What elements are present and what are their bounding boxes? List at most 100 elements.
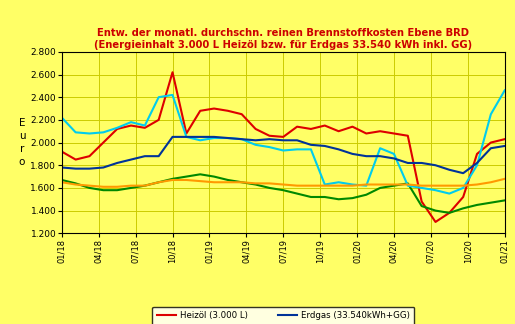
Erdgas (33.540kWh+GG) bbox=[100, 166, 107, 169]
Brikett (5,7t) bbox=[377, 183, 383, 187]
Brikett (5,7t) bbox=[280, 183, 286, 187]
Flüssiggas (4.603L) bbox=[197, 138, 203, 142]
A 1-Holzpellets (6,6t) bbox=[128, 186, 134, 190]
Flüssiggas (4.603L) bbox=[405, 184, 411, 188]
Flüssiggas (4.603L) bbox=[114, 126, 120, 130]
Heizöl (3.000 L) bbox=[87, 154, 93, 158]
Brikett (5,7t) bbox=[336, 184, 342, 188]
Brikett (5,7t) bbox=[474, 183, 480, 187]
Flüssiggas (4.603L) bbox=[363, 184, 369, 188]
Erdgas (33.540kWh+GG) bbox=[156, 154, 162, 158]
Brikett (5,7t) bbox=[433, 184, 439, 188]
Heizöl (3.000 L) bbox=[280, 135, 286, 139]
Flüssiggas (4.603L) bbox=[308, 147, 314, 151]
Heizöl (3.000 L) bbox=[266, 134, 272, 138]
Erdgas (33.540kWh+GG) bbox=[502, 144, 508, 148]
A 1-Holzpellets (6,6t) bbox=[502, 198, 508, 202]
Heizöl (3.000 L) bbox=[349, 125, 355, 129]
Erdgas (33.540kWh+GG) bbox=[377, 154, 383, 158]
A 1-Holzpellets (6,6t) bbox=[238, 180, 245, 184]
Flüssiggas (4.603L) bbox=[391, 152, 397, 156]
Brikett (5,7t) bbox=[363, 183, 369, 187]
Line: Flüssiggas (4.603L): Flüssiggas (4.603L) bbox=[62, 90, 505, 193]
A 1-Holzpellets (6,6t) bbox=[280, 188, 286, 192]
Brikett (5,7t) bbox=[308, 184, 314, 188]
Legend: Heizöl (3.000 L), A 1-Holzpellets (6,6t), Flüssiggas (4.603L), Erdgas (33.540kWh: Heizöl (3.000 L), A 1-Holzpellets (6,6t)… bbox=[152, 307, 414, 324]
Erdgas (33.540kWh+GG) bbox=[211, 135, 217, 139]
Erdgas (33.540kWh+GG) bbox=[419, 161, 425, 165]
A 1-Holzpellets (6,6t) bbox=[252, 183, 259, 187]
Erdgas (33.540kWh+GG) bbox=[294, 138, 300, 142]
A 1-Holzpellets (6,6t) bbox=[474, 203, 480, 207]
Brikett (5,7t) bbox=[142, 184, 148, 188]
Erdgas (33.540kWh+GG) bbox=[349, 152, 355, 156]
Erdgas (33.540kWh+GG) bbox=[183, 135, 190, 139]
Flüssiggas (4.603L) bbox=[336, 180, 342, 184]
Brikett (5,7t) bbox=[460, 184, 466, 188]
Flüssiggas (4.603L) bbox=[377, 146, 383, 150]
Heizöl (3.000 L) bbox=[59, 150, 65, 154]
Heizöl (3.000 L) bbox=[446, 211, 452, 215]
Heizöl (3.000 L) bbox=[183, 132, 190, 135]
Brikett (5,7t) bbox=[488, 180, 494, 184]
Y-axis label: E
u
r
o: E u r o bbox=[19, 118, 25, 168]
Brikett (5,7t) bbox=[322, 184, 328, 188]
Erdgas (33.540kWh+GG) bbox=[322, 144, 328, 148]
Heizöl (3.000 L) bbox=[502, 137, 508, 141]
A 1-Holzpellets (6,6t) bbox=[73, 181, 79, 185]
Brikett (5,7t) bbox=[502, 177, 508, 181]
Heizöl (3.000 L) bbox=[474, 152, 480, 156]
Heizöl (3.000 L) bbox=[419, 200, 425, 203]
Flüssiggas (4.603L) bbox=[169, 93, 176, 97]
A 1-Holzpellets (6,6t) bbox=[322, 195, 328, 199]
Erdgas (33.540kWh+GG) bbox=[433, 163, 439, 167]
Erdgas (33.540kWh+GG) bbox=[405, 161, 411, 165]
Brikett (5,7t) bbox=[87, 184, 93, 188]
Flüssiggas (4.603L) bbox=[349, 183, 355, 187]
Heizöl (3.000 L) bbox=[225, 109, 231, 113]
Flüssiggas (4.603L) bbox=[73, 131, 79, 134]
A 1-Holzpellets (6,6t) bbox=[377, 186, 383, 190]
Heizöl (3.000 L) bbox=[169, 70, 176, 74]
Erdgas (33.540kWh+GG) bbox=[238, 137, 245, 141]
Line: Erdgas (33.540kWh+GG): Erdgas (33.540kWh+GG) bbox=[62, 137, 505, 173]
Heizöl (3.000 L) bbox=[252, 127, 259, 131]
Flüssiggas (4.603L) bbox=[59, 116, 65, 120]
A 1-Holzpellets (6,6t) bbox=[488, 201, 494, 205]
Erdgas (33.540kWh+GG) bbox=[363, 154, 369, 158]
Line: A 1-Holzpellets (6,6t): A 1-Holzpellets (6,6t) bbox=[62, 174, 505, 213]
Erdgas (33.540kWh+GG) bbox=[391, 156, 397, 160]
A 1-Holzpellets (6,6t) bbox=[363, 193, 369, 197]
Flüssiggas (4.603L) bbox=[433, 188, 439, 192]
A 1-Holzpellets (6,6t) bbox=[405, 181, 411, 185]
A 1-Holzpellets (6,6t) bbox=[460, 206, 466, 210]
A 1-Holzpellets (6,6t) bbox=[211, 175, 217, 179]
A 1-Holzpellets (6,6t) bbox=[114, 188, 120, 192]
Line: Brikett (5,7t): Brikett (5,7t) bbox=[62, 179, 505, 187]
Erdgas (33.540kWh+GG) bbox=[280, 138, 286, 142]
Heizöl (3.000 L) bbox=[142, 126, 148, 130]
Flüssiggas (4.603L) bbox=[322, 183, 328, 187]
Heizöl (3.000 L) bbox=[73, 158, 79, 162]
Brikett (5,7t) bbox=[349, 184, 355, 188]
Heizöl (3.000 L) bbox=[363, 132, 369, 135]
Flüssiggas (4.603L) bbox=[183, 135, 190, 139]
Erdgas (33.540kWh+GG) bbox=[488, 146, 494, 150]
A 1-Holzpellets (6,6t) bbox=[294, 191, 300, 195]
A 1-Holzpellets (6,6t) bbox=[87, 186, 93, 190]
Brikett (5,7t) bbox=[100, 185, 107, 189]
Flüssiggas (4.603L) bbox=[156, 95, 162, 99]
Erdgas (33.540kWh+GG) bbox=[252, 138, 259, 142]
A 1-Holzpellets (6,6t) bbox=[197, 172, 203, 176]
Flüssiggas (4.603L) bbox=[419, 186, 425, 190]
Flüssiggas (4.603L) bbox=[142, 124, 148, 128]
Flüssiggas (4.603L) bbox=[294, 147, 300, 151]
Flüssiggas (4.603L) bbox=[100, 131, 107, 134]
Flüssiggas (4.603L) bbox=[488, 112, 494, 116]
Brikett (5,7t) bbox=[391, 183, 397, 187]
Brikett (5,7t) bbox=[183, 178, 190, 182]
Brikett (5,7t) bbox=[156, 180, 162, 184]
Heizöl (3.000 L) bbox=[460, 195, 466, 199]
Flüssiggas (4.603L) bbox=[211, 136, 217, 140]
Erdgas (33.540kWh+GG) bbox=[446, 168, 452, 172]
